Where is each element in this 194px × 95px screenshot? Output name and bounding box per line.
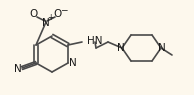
Text: +: + xyxy=(47,13,53,23)
Text: N: N xyxy=(14,64,22,74)
Text: N: N xyxy=(158,43,166,53)
Text: O: O xyxy=(54,9,62,19)
Text: HN: HN xyxy=(87,36,102,46)
Text: O: O xyxy=(30,9,38,19)
Text: N: N xyxy=(117,43,125,53)
Text: N: N xyxy=(69,58,77,68)
Text: −: − xyxy=(60,6,68,15)
Text: N: N xyxy=(42,18,50,28)
